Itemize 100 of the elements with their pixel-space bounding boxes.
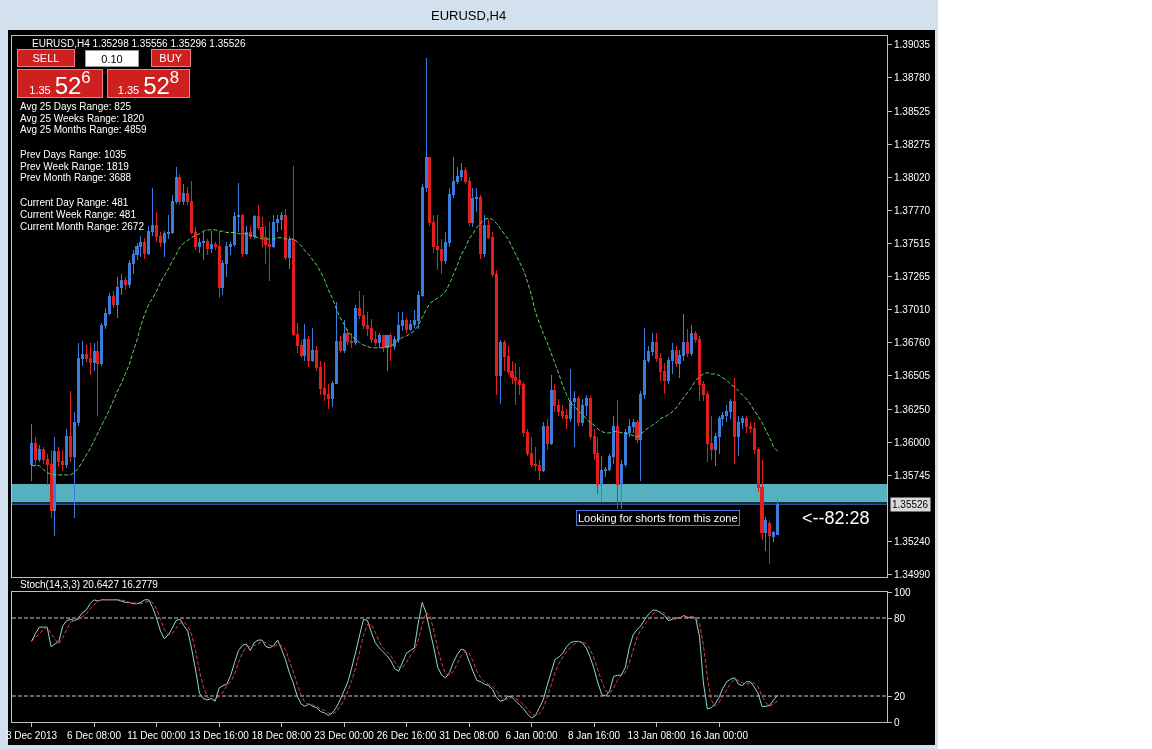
y-tick-label: 1.36250 bbox=[894, 403, 931, 415]
candlestick bbox=[346, 328, 350, 346]
candlestick bbox=[733, 377, 737, 465]
candlestick bbox=[541, 421, 545, 473]
candlestick bbox=[600, 455, 604, 503]
y-tick-label: 0 bbox=[894, 716, 900, 728]
candlestick bbox=[240, 213, 244, 258]
x-tick-label: 13 Jan 08:00 bbox=[627, 730, 686, 741]
y-tick-label: 1.36760 bbox=[894, 337, 931, 349]
candlestick bbox=[498, 339, 502, 405]
candlestick bbox=[338, 335, 342, 354]
y-tick-label: 1.36000 bbox=[894, 436, 931, 448]
y-tick-label: 20 bbox=[894, 690, 906, 702]
y-tick-label: 1.34990 bbox=[894, 568, 931, 580]
candlestick bbox=[92, 342, 96, 372]
x-tick-label: 31 Dec 08:00 bbox=[439, 730, 500, 741]
candlestick bbox=[459, 162, 463, 182]
candlestick bbox=[252, 214, 256, 240]
candlestick bbox=[436, 214, 440, 271]
candlestick bbox=[33, 436, 37, 467]
candlestick bbox=[381, 334, 385, 353]
candlestick bbox=[514, 362, 518, 406]
x-tick-label: 23 Dec 00:00 bbox=[314, 730, 375, 741]
annotation: Prev Month Range: 3688 bbox=[20, 172, 132, 183]
candlestick bbox=[182, 183, 186, 206]
candlestick bbox=[471, 187, 475, 228]
candlestick bbox=[479, 194, 483, 260]
candlestick bbox=[311, 327, 315, 363]
x-tick-label: 13 Dec 16:00 bbox=[189, 730, 250, 741]
x-tick-label: 8 Jan 16:00 bbox=[567, 730, 621, 741]
candlestick bbox=[123, 276, 127, 291]
candlestick bbox=[502, 339, 506, 372]
candlestick bbox=[764, 516, 768, 552]
candlestick bbox=[30, 423, 34, 482]
annotation: BUY bbox=[159, 52, 183, 64]
candlestick bbox=[217, 231, 221, 299]
candlestick bbox=[178, 173, 182, 206]
candlestick bbox=[112, 290, 116, 309]
annotation: 1.35 52$^{6}$ bbox=[29, 68, 91, 99]
candlestick bbox=[744, 415, 748, 434]
ref-line-label: 1.35526 bbox=[892, 499, 929, 510]
annotation: Avg 25 Months Range: 4859 bbox=[20, 124, 148, 135]
candlestick bbox=[96, 340, 100, 417]
candlestick bbox=[553, 383, 557, 413]
x-tick-label: 6 Jan 00:00 bbox=[505, 730, 559, 741]
candlestick bbox=[635, 419, 639, 444]
candlestick bbox=[354, 304, 358, 346]
candlestick bbox=[307, 335, 311, 368]
y-tick-label: 1.37265 bbox=[894, 270, 931, 282]
chart-subtitle: EURUSD,H4 1.35298 1.35556 1.35296 1.35526 bbox=[32, 38, 246, 49]
candlestick bbox=[69, 390, 73, 463]
candlestick bbox=[342, 319, 346, 354]
candlestick bbox=[737, 415, 741, 457]
y-tick-label: 1.37010 bbox=[894, 304, 931, 316]
candlestick bbox=[205, 238, 209, 256]
candlestick bbox=[283, 208, 287, 261]
candlestick bbox=[674, 345, 678, 368]
x-tick-label: 11 Dec 00:00 bbox=[127, 730, 187, 741]
candlestick bbox=[57, 446, 61, 468]
candlestick bbox=[272, 214, 276, 249]
candlestick bbox=[65, 428, 69, 469]
candlestick bbox=[155, 211, 159, 243]
y-tick-label: 80 bbox=[894, 612, 906, 624]
candlestick bbox=[576, 395, 580, 427]
candlestick bbox=[686, 328, 690, 358]
y-tick-label: 1.38780 bbox=[894, 72, 931, 84]
candlestick bbox=[49, 449, 53, 519]
annotation: SELL bbox=[32, 52, 60, 64]
y-tick-label: 1.39035 bbox=[894, 39, 931, 51]
candlestick bbox=[697, 335, 702, 402]
annotation: 1.35 52$^{8}$ bbox=[117, 68, 180, 99]
candlestick bbox=[615, 399, 619, 510]
y-tick-label: 1.35745 bbox=[894, 469, 931, 481]
annotation: Current Week Range: 481 bbox=[20, 209, 137, 220]
candlestick bbox=[729, 398, 733, 419]
candlestick bbox=[580, 398, 584, 427]
x-tick-label: 6 Dec 08:00 bbox=[67, 730, 122, 741]
candlestick bbox=[377, 332, 381, 349]
candlestick bbox=[483, 214, 487, 258]
candlestick bbox=[268, 221, 272, 282]
candlestick bbox=[88, 342, 92, 376]
annotation: Prev Days Range: 1035 bbox=[20, 149, 127, 160]
annotation: Current Month Range: 2672 bbox=[20, 221, 145, 232]
candlestick bbox=[209, 230, 213, 254]
candlestick bbox=[303, 323, 307, 362]
candlestick bbox=[143, 237, 147, 260]
y-tick-label: 1.38020 bbox=[894, 171, 931, 183]
y-tick-label: 100 bbox=[894, 586, 912, 598]
annotation: Avg 25 Days Range: 825 bbox=[20, 101, 132, 112]
candlestick bbox=[280, 211, 284, 231]
candlestick bbox=[61, 449, 65, 472]
annotation: Current Day Range: 481 bbox=[20, 197, 129, 208]
candlestick bbox=[201, 231, 205, 261]
candlestick bbox=[768, 520, 772, 565]
candlestick bbox=[115, 276, 119, 319]
x-tick-label: 16 Jan 00:00 bbox=[690, 730, 749, 741]
band-label: Looking for shorts from this zone bbox=[578, 512, 738, 524]
candlestick bbox=[545, 418, 549, 451]
candlestick bbox=[53, 436, 57, 537]
y-tick-label: 1.36505 bbox=[894, 370, 931, 382]
